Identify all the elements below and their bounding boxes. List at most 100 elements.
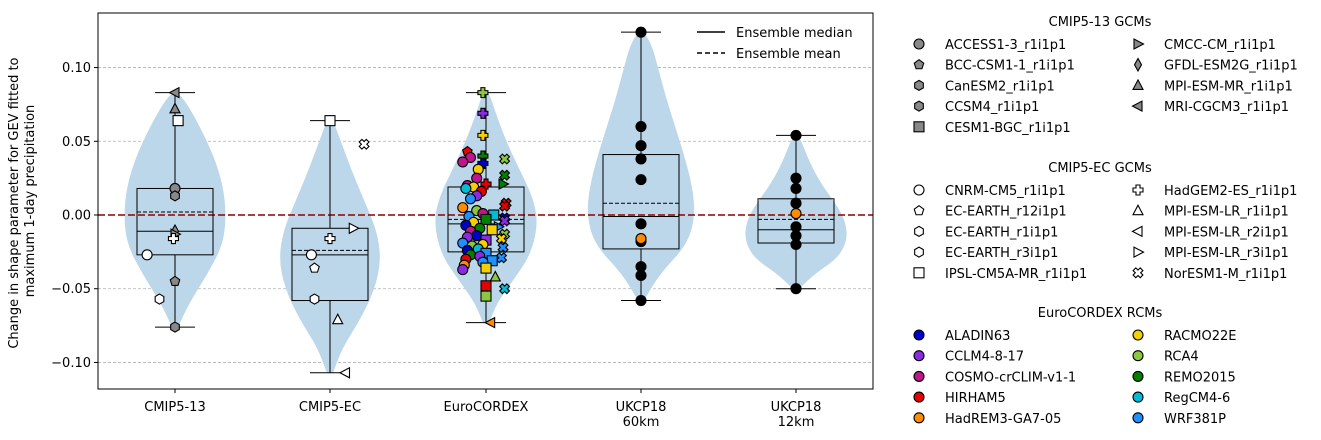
data-point xyxy=(172,115,184,127)
legend-label: ACCESS1-3_r1i1p1 xyxy=(945,38,1066,53)
line-legend-box xyxy=(690,18,868,64)
legend-label: EC-EARTH_r1i1p1 xyxy=(945,225,1058,240)
box-plot-2 xyxy=(291,120,369,374)
legend-label: RCA4 xyxy=(1164,350,1199,365)
data-point xyxy=(457,156,469,168)
legend-marker xyxy=(1132,391,1144,403)
data-point xyxy=(358,138,370,150)
legend-label: RegCM4-6 xyxy=(1164,391,1230,406)
data-point xyxy=(170,321,180,333)
legend-label: NorESM1-M_r1i1p1 xyxy=(1164,267,1287,282)
legend-marker xyxy=(914,100,924,112)
data-point xyxy=(324,115,336,127)
data-point xyxy=(635,140,647,152)
data-point xyxy=(169,102,181,114)
x-axis: CMIP5-13 CMIP5-EC EuroCORDEX UKCP1860kmUKCP… xyxy=(144,389,821,430)
legend-label: ALADIN63 xyxy=(945,329,1010,344)
data-point xyxy=(790,172,802,184)
legend-label: MPI-ESM-LR_r2i1p1 xyxy=(1164,225,1289,240)
legend-label: BCC-CSM1-1_r1i1p1 xyxy=(945,59,1075,74)
data-point xyxy=(480,213,492,225)
data-point xyxy=(790,129,802,141)
y-tick-label: 0.05 xyxy=(62,135,91,150)
legend-marker xyxy=(913,370,925,382)
data-point xyxy=(477,107,489,119)
data-points xyxy=(141,26,802,379)
legend-marker xyxy=(1132,78,1144,90)
legend-marker xyxy=(913,412,925,424)
legend-marker xyxy=(1133,38,1145,50)
legend-marker xyxy=(1131,225,1143,238)
legend-label: CCLM4-8-17 xyxy=(945,350,1024,365)
legend-label: HIRHAM5 xyxy=(945,391,1006,406)
points-group-3 xyxy=(457,87,512,329)
violin-2 xyxy=(280,120,380,373)
x-tick-label: 12km xyxy=(778,415,815,430)
legend-label: RACMO22E xyxy=(1164,329,1236,344)
legend-section-title: CMIP5-EC GCMs xyxy=(1048,161,1152,176)
data-point xyxy=(309,262,320,273)
data-point xyxy=(472,163,484,175)
points-group-1 xyxy=(141,86,184,333)
points-group-4 xyxy=(635,26,647,307)
data-point xyxy=(498,178,510,190)
box-plots xyxy=(136,31,835,374)
data-point xyxy=(790,197,802,209)
data-point xyxy=(477,87,489,99)
legend-marker xyxy=(1132,370,1144,382)
marker-legend: CMIP5-13 GCMs ACCESS1-3_r1i1p1 BCC-CSM1-1_… xyxy=(913,15,1298,427)
legend-label: MRI-CGCM3_r1i1p1 xyxy=(1164,100,1289,115)
legend-marker xyxy=(913,329,925,341)
legend-marker xyxy=(913,267,925,279)
legend-marker xyxy=(913,391,925,403)
legend-label: CanESM2_r1i1p1 xyxy=(945,79,1055,94)
legend-section-title: EuroCORDEX RCMs xyxy=(1038,306,1163,321)
legend-label: MPI-ESM-LR_r1i1p1 xyxy=(1164,205,1289,220)
data-point xyxy=(480,178,492,190)
legend-label: HadREM3-GA7-05 xyxy=(945,412,1061,427)
line-legend-label: Ensemble mean xyxy=(736,47,841,62)
legend-marker xyxy=(1132,329,1144,341)
legend-marker xyxy=(913,38,925,50)
data-point xyxy=(489,270,502,282)
data-point xyxy=(480,280,492,292)
data-point xyxy=(471,230,483,242)
legend-marker xyxy=(1132,412,1144,424)
data-point xyxy=(464,193,477,205)
data-point xyxy=(141,249,153,261)
legend-label: CMCC-CM_r1i1p1 xyxy=(1164,38,1276,53)
legend-marker xyxy=(913,205,925,216)
data-point xyxy=(338,366,351,379)
data-point xyxy=(309,293,320,305)
line-legend: Ensemble median Ensemble mean xyxy=(690,18,868,64)
y-axis: −0.10 −0.05 0.00 0.05 0.10 xyxy=(51,61,98,371)
box-plot-4 xyxy=(602,31,680,302)
legend-marker xyxy=(1132,184,1144,196)
y-tick-label: −0.05 xyxy=(51,282,91,297)
legend-marker xyxy=(1132,204,1144,216)
data-point xyxy=(477,157,489,169)
data-point xyxy=(483,316,496,329)
data-point xyxy=(498,215,511,227)
legend-label: CCSM4_r1i1p1 xyxy=(945,100,1039,115)
data-point xyxy=(635,26,647,38)
x-tick-label: UKCP18 xyxy=(616,400,667,415)
x-tick-label: CMIP5-13 xyxy=(144,400,205,415)
data-point xyxy=(635,218,647,230)
data-point xyxy=(495,252,508,264)
data-point xyxy=(169,275,181,286)
data-point xyxy=(498,283,511,295)
x-tick-label: EuroCORDEX xyxy=(444,400,529,415)
legend-section-1: CMIP5-13 GCMs ACCESS1-3_r1i1p1 BCC-CSM1-1_… xyxy=(913,15,1298,136)
data-point xyxy=(635,294,647,307)
points-group-2 xyxy=(305,115,370,379)
legend-section-title: CMIP5-13 GCMs xyxy=(1049,15,1152,30)
data-point xyxy=(498,153,511,165)
legend-marker xyxy=(914,246,924,258)
legend-marker xyxy=(1132,267,1144,279)
legend-marker xyxy=(1133,57,1143,73)
data-point xyxy=(331,313,344,325)
data-point xyxy=(635,174,647,186)
legend-label: GFDL-ESM2G_r1i1p1 xyxy=(1164,59,1298,74)
x-tick-label: CMIP5-EC xyxy=(299,400,361,415)
